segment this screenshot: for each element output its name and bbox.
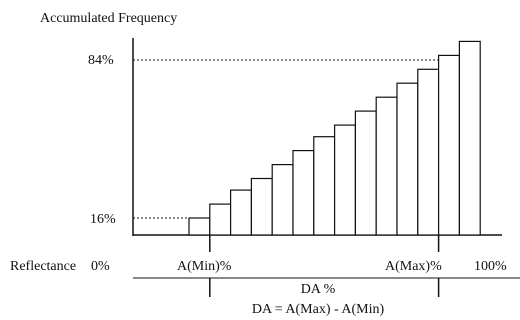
bar-6 [313,136,336,236]
bar-2 [230,189,253,236]
y-tick-label-16: 16% [90,212,116,227]
bar-8 [354,110,377,236]
bar-0 [188,217,211,236]
bar-10 [396,82,419,236]
formula-label: DA = A(Max) - A(Min) [252,302,385,317]
y-axis-title: Accumulated Frequency [40,11,177,26]
span-label: DA % [301,282,336,297]
bar-7 [334,124,357,236]
bar-12 [438,54,461,236]
bar-11 [417,68,440,236]
x-tick-label-100: 100% [474,259,507,274]
bar-9 [375,96,398,236]
y-tick-label-84: 84% [88,53,114,68]
bar-5 [292,150,315,236]
bar-1 [209,203,232,236]
bar-4 [271,164,294,236]
x-tick-label-max: A(Max)% [385,259,442,274]
bar-13 [458,40,481,236]
x-tick-label-min: A(Min)% [177,259,232,274]
x-axis-label-reflectance: Reflectance [10,259,76,274]
bar-3 [250,177,273,236]
bars-group [188,40,481,236]
x-tick-label-0: 0% [91,259,110,274]
